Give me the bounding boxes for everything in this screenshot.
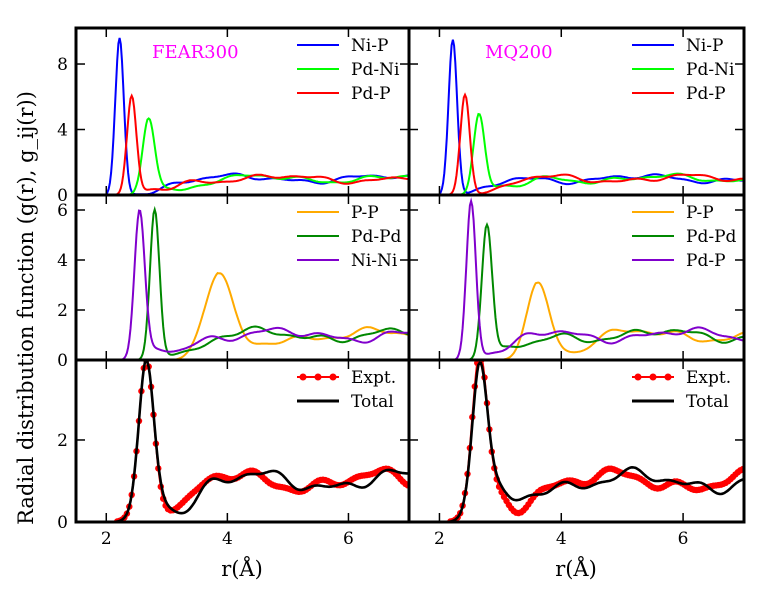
legend-marker (299, 373, 307, 381)
legend-series-pd-ni: Pd-Ni (351, 60, 400, 80)
panel-0-0: Ni-P Pd-Ni Pd-P FEAR300 0 4 8 (57, 26, 411, 206)
series-pd-ni-line (409, 112, 744, 195)
x-tick-label: 2 (434, 529, 445, 549)
legend-series-pd-pd: Pd-Pd (686, 227, 737, 247)
y-tick-label: 4 (57, 251, 68, 271)
series-p-p-line (409, 281, 744, 360)
y-tick-label: 8 (57, 55, 68, 75)
y-tick-label: 4 (57, 121, 68, 141)
legend-marker (329, 373, 337, 381)
legend-series-pd-pd: Pd-Pd (351, 227, 402, 247)
legend-series-ni-p: Ni-P (351, 36, 389, 56)
panel-title: FEAR300 (152, 42, 239, 63)
y-tick-label: 0 (57, 186, 68, 206)
panel-0-1: Ni-P Pd-Ni Pd-P MQ200 (407, 26, 746, 197)
y-tick-label: 2 (57, 431, 68, 451)
legend-series-pd-p: Pd-P (686, 84, 726, 104)
panel-2-0: Expt. Total 0 2 2 4 6 (57, 358, 411, 549)
series-expt--point (477, 351, 483, 357)
series-total-line (76, 360, 409, 522)
series-pd-p-line (409, 92, 744, 195)
y-tick-label: 2 (57, 301, 68, 321)
legend-series-pd-p: Pd-P (351, 84, 391, 104)
legend-series-p-p: P-P (686, 203, 714, 223)
legend-series-ni-ni: Ni-Ni (351, 251, 398, 271)
series-pd-p-line (76, 93, 409, 195)
x-tick-label: 2 (101, 529, 112, 549)
legend-marker (664, 373, 672, 381)
legend-marker (649, 373, 657, 381)
x-tick-label: 4 (556, 529, 567, 549)
series-pd-pd-line (76, 205, 409, 360)
legend-series-expt-: Expt. (686, 368, 731, 388)
legend-series-expt-: Expt. (351, 368, 396, 388)
panel-1-0: P-P Pd-Pd Ni-Ni 0 2 4 6 (57, 193, 411, 371)
y-tick-label: 0 (57, 513, 68, 533)
panel-frame (407, 358, 746, 524)
series-pd-p-line (409, 197, 744, 360)
legend-marker (634, 373, 642, 381)
series-p-p-line (76, 271, 409, 360)
series-pd-pd-line (409, 222, 744, 360)
y-tick-label: 0 (57, 351, 68, 371)
panel-2-1: Expt. Total 2 4 6 (407, 351, 746, 549)
legend-series-total: Total (351, 392, 394, 412)
legend-series-total: Total (686, 392, 729, 412)
y-axis-label: Radial distribution function (g(r), g_ij… (14, 91, 38, 525)
panel-1-1: P-P Pd-Pd Pd-P (407, 193, 746, 362)
legend-series-pd-ni: Pd-Ni (686, 60, 735, 80)
legend-series-ni-p: Ni-P (686, 36, 724, 56)
legend-series-p-p: P-P (351, 203, 379, 223)
x-tick-label: 4 (222, 529, 233, 549)
x-axis-label-left: r(Å) (221, 556, 263, 581)
x-tick-label: 6 (343, 529, 354, 549)
y-tick-label: 6 (57, 201, 68, 221)
panel-title: MQ200 (485, 42, 553, 63)
series-total-line (409, 361, 744, 522)
series-ni-ni-line (76, 209, 409, 360)
x-tick-label: 6 (678, 529, 689, 549)
legend-series-pd-p: Pd-P (686, 251, 726, 271)
x-axis-label: r(Å) (555, 556, 597, 581)
legend-marker (314, 373, 322, 381)
series-expt--markers (76, 360, 409, 522)
panel-grid: r(Å) Ni-P Pd-Ni Pd-P FEAR300 0 4 8 Ni-P Pd-Ni Pd-P… (57, 26, 746, 581)
